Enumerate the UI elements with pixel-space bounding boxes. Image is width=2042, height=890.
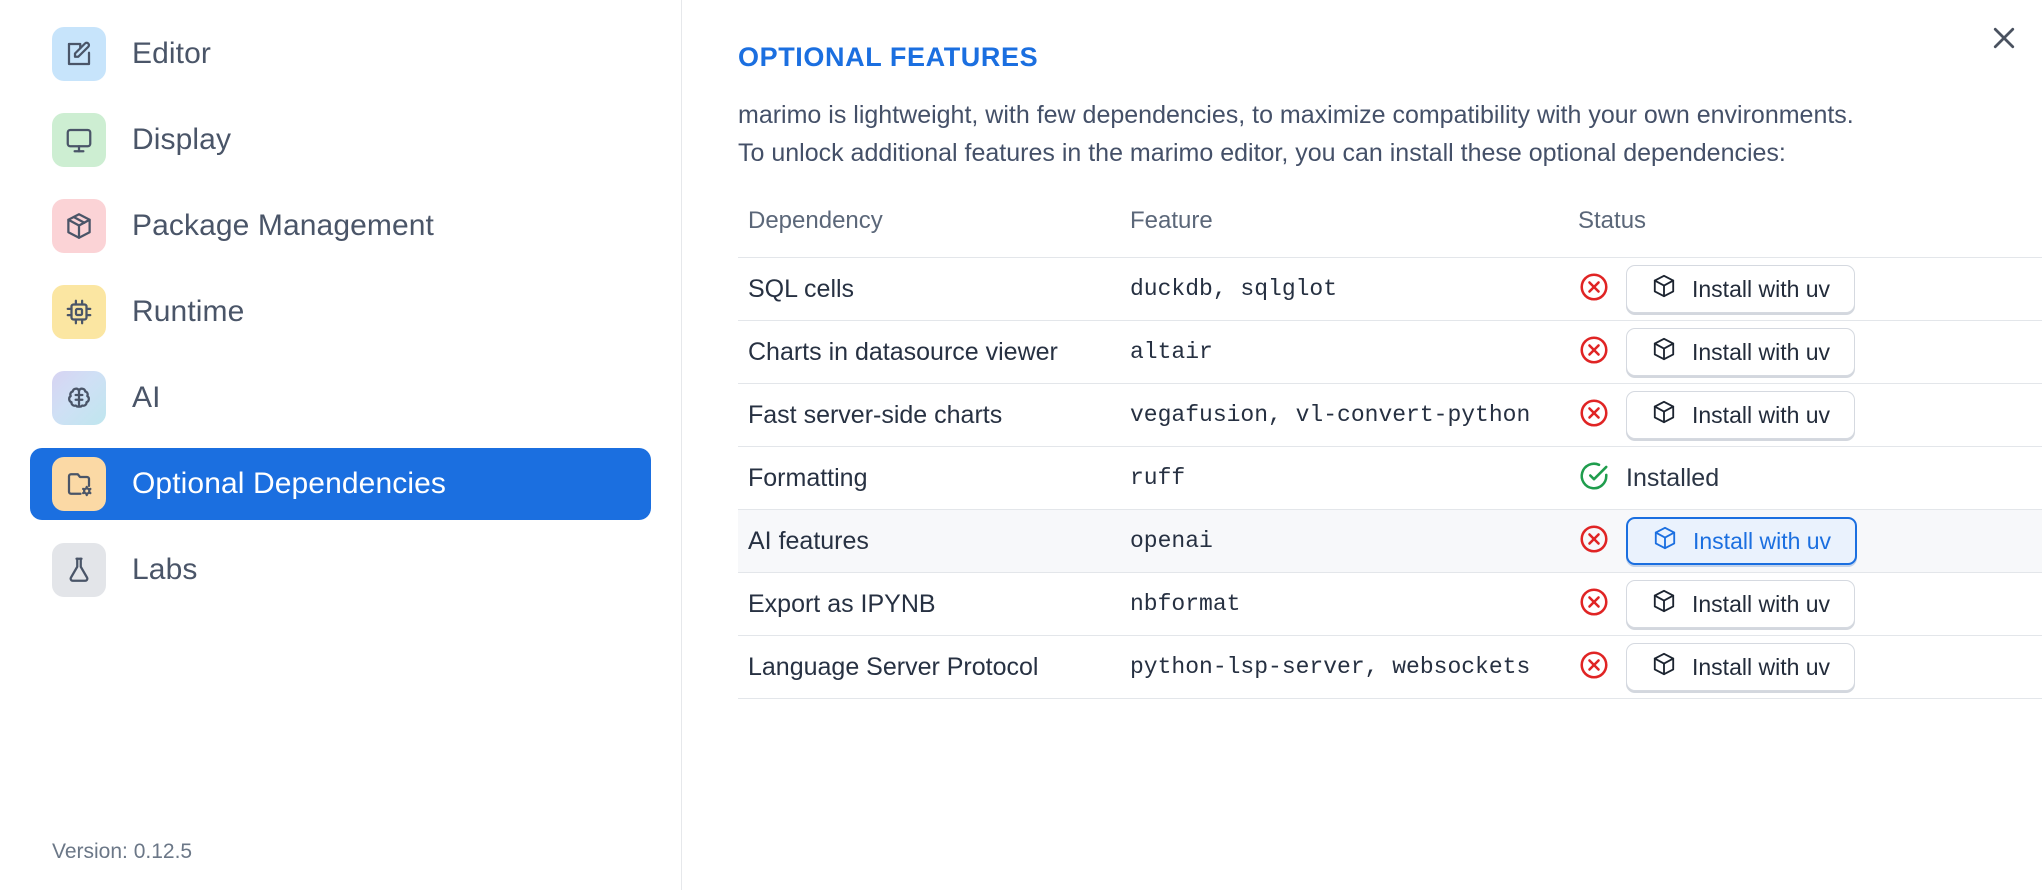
status-cell-content: Installed xyxy=(1578,460,2042,497)
sidebar-item-label: Package Management xyxy=(132,209,434,242)
sidebar-item-ai[interactable]: AI xyxy=(30,362,651,434)
ai-brain-icon xyxy=(52,371,106,425)
sidebar-item-display[interactable]: Display xyxy=(30,104,651,176)
version-label: Version: 0.12.5 xyxy=(52,840,193,863)
status-cell-content: Install with uv xyxy=(1578,265,2042,313)
dependency-cell: Language Server Protocol xyxy=(738,635,1120,699)
sidebar-item-editor[interactable]: Editor xyxy=(30,18,651,90)
package-cube-icon xyxy=(1651,336,1677,368)
table-row: Language Server Protocol python-lsp-serve… xyxy=(738,635,2042,699)
runtime-cpu-chip-icon xyxy=(52,285,106,339)
sidebar-item-label: Labs xyxy=(132,553,198,586)
sidebar-item-label: Editor xyxy=(132,37,211,70)
close-icon[interactable] xyxy=(1980,14,2028,62)
sidebar-item-runtime[interactable]: Runtime xyxy=(30,276,651,348)
status-cell-content: Install with uv xyxy=(1578,328,2042,376)
display-monitor-icon xyxy=(52,113,106,167)
sidebar-item-labs[interactable]: Labs xyxy=(30,534,651,606)
circle-x-icon xyxy=(1578,397,1610,434)
package-box-icon xyxy=(52,199,106,253)
circle-x-icon xyxy=(1578,334,1610,371)
panel-description: marimo is lightweight, with few dependen… xyxy=(738,99,2038,169)
circle-x-icon xyxy=(1578,649,1610,686)
status-cell: Install with uv xyxy=(1568,320,2042,384)
settings-sidebar: Editor Display Package Management Runtime AI… xyxy=(0,0,682,890)
install-with-uv-button[interactable]: Install with uv xyxy=(1626,580,1856,628)
sidebar-item-package-management[interactable]: Package Management xyxy=(30,190,651,262)
status-cell-content: Install with uv xyxy=(1578,580,2042,628)
table-row: AI features openai Install with uv xyxy=(738,509,2042,573)
status-cell: Install with uv xyxy=(1568,635,2042,699)
install-with-uv-button[interactable]: Install with uv xyxy=(1626,265,1856,313)
page-title: OPTIONAL FEATURES xyxy=(738,42,1039,72)
circle-check-icon xyxy=(1578,460,1610,497)
sidebar-item-label: Runtime xyxy=(132,295,245,328)
feature-cell: python-lsp-server, websockets xyxy=(1120,635,1568,699)
sidebar-item-label: Optional Dependencies xyxy=(132,467,446,500)
install-with-uv-button[interactable]: Install with uv xyxy=(1626,643,1856,691)
install-button-label: Install with uv xyxy=(1692,275,1831,302)
status-cell: Install with uv xyxy=(1568,257,2042,321)
package-cube-icon xyxy=(1651,273,1677,305)
feature-cell: altair xyxy=(1120,320,1568,384)
dependencies-table: Dependency Feature Status SQL cells duckd… xyxy=(738,207,2042,699)
editor-pencil-square-icon xyxy=(52,27,106,81)
package-cube-icon xyxy=(1651,651,1677,683)
dependency-cell: Fast server-side charts xyxy=(738,383,1120,447)
column-header-feature: Feature xyxy=(1120,207,1568,258)
table-row: Formatting ruff Installed xyxy=(738,446,2042,510)
table-row: Charts in datasource viewer altair Install… xyxy=(738,320,2042,384)
install-with-uv-button[interactable]: Install with uv xyxy=(1626,517,1858,565)
package-cube-icon xyxy=(1652,525,1678,557)
description-line-1: marimo is lightweight, with few dependen… xyxy=(738,101,1854,129)
feature-cell: nbformat xyxy=(1120,572,1568,636)
optional-dependencies-panel: OPTIONAL FEATURES marimo is lightweight,… xyxy=(682,0,2042,890)
table-row: Export as IPYNB nbformat Install with uv xyxy=(738,572,2042,636)
table-header: Dependency Feature Status xyxy=(738,207,2042,258)
feature-cell: duckdb, sqlglot xyxy=(1120,257,1568,321)
install-button-label: Install with uv xyxy=(1692,401,1831,428)
install-button-label: Install with uv xyxy=(1692,590,1831,617)
dependency-cell: Formatting xyxy=(738,446,1120,510)
circle-x-icon xyxy=(1578,586,1610,623)
sidebar-item-label: AI xyxy=(132,381,161,414)
status-cell: Install with uv xyxy=(1568,509,2042,573)
flask-icon xyxy=(52,543,106,597)
status-cell: Installed xyxy=(1568,446,2042,510)
status-cell-content: Install with uv xyxy=(1578,391,2042,439)
column-header-status: Status xyxy=(1568,207,2042,258)
feature-cell: openai xyxy=(1120,509,1568,573)
table-body: SQL cells duckdb, sqlglot Install with uv C… xyxy=(738,257,2042,699)
feature-cell: vegafusion, vl-convert-python xyxy=(1120,383,1568,447)
sidebar-nav-list: Editor Display Package Management Runtime AI… xyxy=(0,18,681,606)
sidebar-item-label: Display xyxy=(132,123,232,156)
installed-status-text: Installed xyxy=(1626,463,1720,492)
package-cube-icon xyxy=(1651,399,1677,431)
status-cell: Install with uv xyxy=(1568,383,2042,447)
install-with-uv-button[interactable]: Install with uv xyxy=(1626,328,1856,376)
folder-cog-icon xyxy=(52,457,106,511)
package-cube-icon xyxy=(1651,588,1677,620)
sidebar-item-optional-dependencies[interactable]: Optional Dependencies xyxy=(30,448,651,520)
description-line-2: To unlock additional features in the mar… xyxy=(738,139,1786,167)
table-row: SQL cells duckdb, sqlglot Install with uv xyxy=(738,257,2042,321)
install-with-uv-button[interactable]: Install with uv xyxy=(1626,391,1856,439)
dependency-cell: Charts in datasource viewer xyxy=(738,320,1120,384)
status-cell-content: Install with uv xyxy=(1578,517,2042,565)
table-header-row: Dependency Feature Status xyxy=(738,207,2042,258)
feature-cell: ruff xyxy=(1120,446,1568,510)
column-header-dependency: Dependency xyxy=(738,207,1120,258)
dependency-cell: SQL cells xyxy=(738,257,1120,321)
install-button-label: Install with uv xyxy=(1692,653,1831,680)
install-button-label: Install with uv xyxy=(1693,527,1832,554)
dependency-cell: Export as IPYNB xyxy=(738,572,1120,636)
circle-x-icon xyxy=(1578,271,1610,308)
status-cell: Install with uv xyxy=(1568,572,2042,636)
install-button-label: Install with uv xyxy=(1692,338,1831,365)
table-row: Fast server-side charts vegafusion, vl-co… xyxy=(738,383,2042,447)
status-cell-content: Install with uv xyxy=(1578,643,2042,691)
dependency-cell: AI features xyxy=(738,509,1120,573)
circle-x-icon xyxy=(1578,523,1610,560)
